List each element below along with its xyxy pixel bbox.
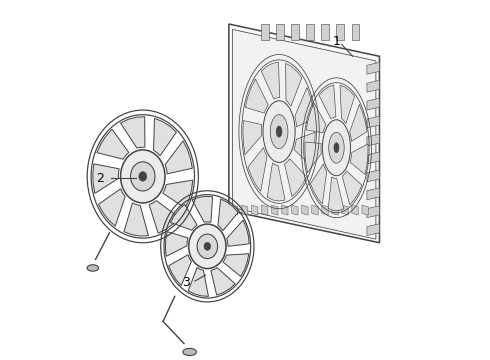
Ellipse shape bbox=[276, 126, 282, 137]
Text: 1: 1 bbox=[333, 35, 341, 49]
Polygon shape bbox=[229, 24, 379, 243]
Polygon shape bbox=[332, 205, 338, 215]
Ellipse shape bbox=[139, 172, 147, 181]
Polygon shape bbox=[271, 205, 278, 215]
Polygon shape bbox=[262, 205, 268, 215]
Polygon shape bbox=[93, 164, 119, 193]
Polygon shape bbox=[340, 85, 355, 123]
Polygon shape bbox=[211, 268, 235, 295]
Polygon shape bbox=[248, 148, 267, 192]
Polygon shape bbox=[319, 85, 336, 119]
Polygon shape bbox=[302, 205, 308, 215]
Polygon shape bbox=[322, 205, 328, 215]
Polygon shape bbox=[232, 30, 376, 239]
Ellipse shape bbox=[204, 242, 211, 250]
Polygon shape bbox=[267, 163, 285, 201]
Polygon shape bbox=[367, 62, 379, 74]
Polygon shape bbox=[342, 171, 362, 205]
Polygon shape bbox=[350, 104, 367, 141]
Polygon shape bbox=[367, 134, 379, 146]
Polygon shape bbox=[245, 79, 268, 113]
Polygon shape bbox=[192, 196, 213, 222]
Polygon shape bbox=[166, 231, 188, 256]
Polygon shape bbox=[242, 205, 248, 215]
Polygon shape bbox=[367, 80, 379, 92]
Polygon shape bbox=[285, 159, 307, 197]
Polygon shape bbox=[231, 205, 238, 215]
Polygon shape bbox=[292, 205, 298, 215]
Polygon shape bbox=[306, 103, 326, 133]
Text: 3: 3 bbox=[182, 276, 190, 289]
Polygon shape bbox=[342, 205, 348, 215]
Ellipse shape bbox=[270, 114, 288, 149]
Polygon shape bbox=[352, 205, 358, 215]
Polygon shape bbox=[261, 62, 280, 99]
Polygon shape bbox=[294, 132, 315, 165]
Polygon shape bbox=[218, 199, 238, 231]
Polygon shape bbox=[312, 205, 318, 215]
Ellipse shape bbox=[121, 150, 165, 203]
Polygon shape bbox=[149, 201, 179, 233]
Polygon shape bbox=[367, 224, 379, 235]
Polygon shape bbox=[367, 116, 379, 128]
Ellipse shape bbox=[130, 162, 155, 191]
Polygon shape bbox=[311, 164, 327, 204]
Polygon shape bbox=[367, 170, 379, 182]
Polygon shape bbox=[367, 206, 379, 218]
Polygon shape bbox=[163, 180, 193, 208]
Polygon shape bbox=[291, 24, 299, 40]
Polygon shape bbox=[328, 177, 344, 211]
Polygon shape bbox=[321, 24, 329, 40]
Ellipse shape bbox=[87, 265, 98, 271]
Polygon shape bbox=[261, 24, 269, 40]
Polygon shape bbox=[171, 204, 197, 230]
Polygon shape bbox=[276, 24, 284, 40]
Polygon shape bbox=[165, 141, 193, 174]
Polygon shape bbox=[97, 129, 129, 159]
Polygon shape bbox=[367, 152, 379, 164]
Polygon shape bbox=[223, 254, 249, 276]
Polygon shape bbox=[251, 205, 258, 215]
Polygon shape bbox=[282, 205, 288, 215]
Polygon shape bbox=[124, 203, 148, 236]
Polygon shape bbox=[227, 220, 249, 246]
Polygon shape bbox=[153, 118, 176, 156]
Ellipse shape bbox=[189, 224, 226, 269]
Ellipse shape bbox=[322, 120, 350, 176]
Polygon shape bbox=[306, 24, 314, 40]
Polygon shape bbox=[98, 189, 125, 226]
Text: 2: 2 bbox=[96, 172, 104, 185]
Polygon shape bbox=[350, 144, 368, 175]
Polygon shape bbox=[121, 117, 145, 148]
Polygon shape bbox=[367, 98, 379, 110]
Ellipse shape bbox=[197, 234, 218, 258]
Polygon shape bbox=[351, 24, 359, 40]
Polygon shape bbox=[337, 24, 344, 40]
Ellipse shape bbox=[183, 348, 196, 356]
Polygon shape bbox=[286, 63, 302, 106]
Ellipse shape bbox=[334, 143, 339, 153]
Ellipse shape bbox=[263, 101, 295, 162]
Polygon shape bbox=[367, 188, 379, 200]
Polygon shape bbox=[169, 255, 192, 285]
Polygon shape bbox=[362, 205, 368, 215]
Ellipse shape bbox=[329, 132, 344, 163]
Polygon shape bbox=[188, 267, 208, 296]
Polygon shape bbox=[305, 142, 321, 173]
Polygon shape bbox=[295, 87, 315, 127]
Polygon shape bbox=[243, 121, 262, 155]
